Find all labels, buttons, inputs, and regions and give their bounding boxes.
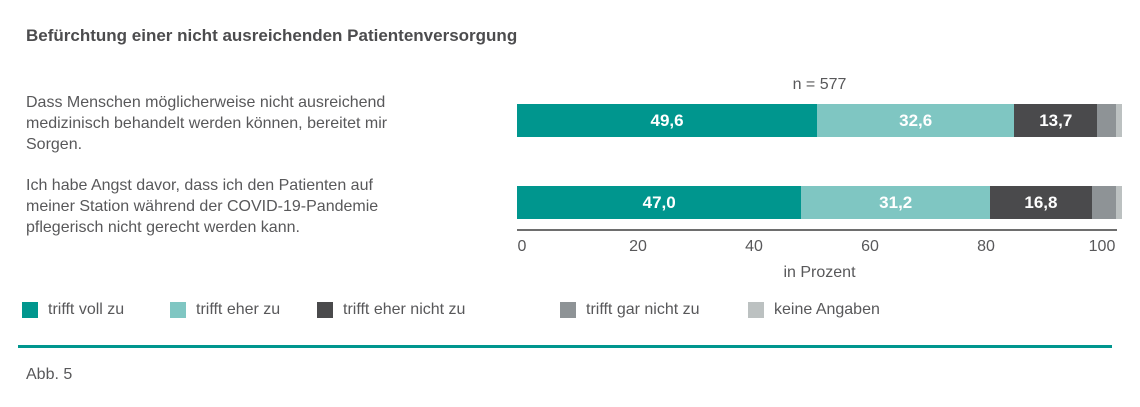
bar-segment-trifft-voll-zu: 47,0 [517,186,802,219]
sample-size-label: n = 577 [792,76,847,93]
bar-value-label: 32,6 [899,110,933,130]
legend-label: keine Angaben [774,301,880,318]
bar-segment-trifft-eher-zu: 32,6 [817,104,1015,137]
legend-label: trifft eher zu [196,301,281,318]
bar-segment-trifft-eher-nicht-zu: 16,8 [990,186,1092,219]
x-axis-tick-label: 40 [745,238,763,255]
statement-label-1: Dass Menschen möglicherweise nicht ausre… [26,94,388,153]
accent-divider [18,345,1112,348]
legend-item-keine-angaben: keine Angaben [748,301,880,319]
legend-label: trifft eher nicht zu [343,301,466,318]
legend-label: trifft gar nicht zu [586,301,700,318]
legend-swatch-icon [317,302,333,318]
bar-segment-trifft-voll-zu: 49,6 [517,104,818,137]
legend-swatch-icon [748,302,764,318]
x-axis-tick-label: 20 [629,238,647,255]
legend-item-trifft-gar-nicht-zu: trifft gar nicht zu [560,301,700,319]
bar-segment-trifft-gar-nicht-zu [1097,104,1116,137]
x-axis-tick-label: 100 [1088,238,1116,255]
bar-value-label: 49,6 [650,110,684,130]
legend-swatch-icon [170,302,186,318]
bar-value-label: 13,7 [1039,110,1073,130]
bar-value-label: 16,8 [1024,192,1058,212]
x-axis-ticks: 0 20 40 60 80 100 [517,238,1122,258]
x-axis-tick-label: 0 [517,238,527,255]
legend-swatch-icon [22,302,38,318]
legend-swatch-icon [560,302,576,318]
bar-value-label: 47,0 [642,192,676,212]
bar-value-label: 31,2 [879,192,913,212]
chart-title: Befürchtung einer nicht ausreichenden Pa… [26,26,518,45]
bar-segment-trifft-eher-nicht-zu: 13,7 [1014,104,1098,137]
bar-segment-keine-Angaben [1115,186,1122,219]
x-axis-tick-label: 80 [977,238,995,255]
stacked-bar: 47,0 31,2 16,8 [517,186,1122,219]
bar-segment-keine-Angaben [1115,104,1122,137]
legend-item-trifft-eher-zu: trifft eher zu [170,301,280,319]
stacked-bar: 49,6 32,6 13,7 [517,104,1122,137]
statement-label-2: Ich habe Angst davor, dass ich den Patie… [26,177,379,236]
x-axis-line [517,229,1117,231]
legend-label: trifft voll zu [48,301,125,318]
bar-segment-trifft-eher-zu: 31,2 [801,186,991,219]
figure-number-label: Abb. 5 [26,366,73,383]
legend-item-trifft-eher-nicht-zu: trifft eher nicht zu [317,301,465,319]
x-axis-tick-label: 60 [861,238,879,255]
bar-segment-trifft-gar-nicht-zu [1091,186,1116,219]
legend-item-trifft-voll-zu: trifft voll zu [22,301,124,319]
x-axis-title: in Prozent [783,264,856,281]
